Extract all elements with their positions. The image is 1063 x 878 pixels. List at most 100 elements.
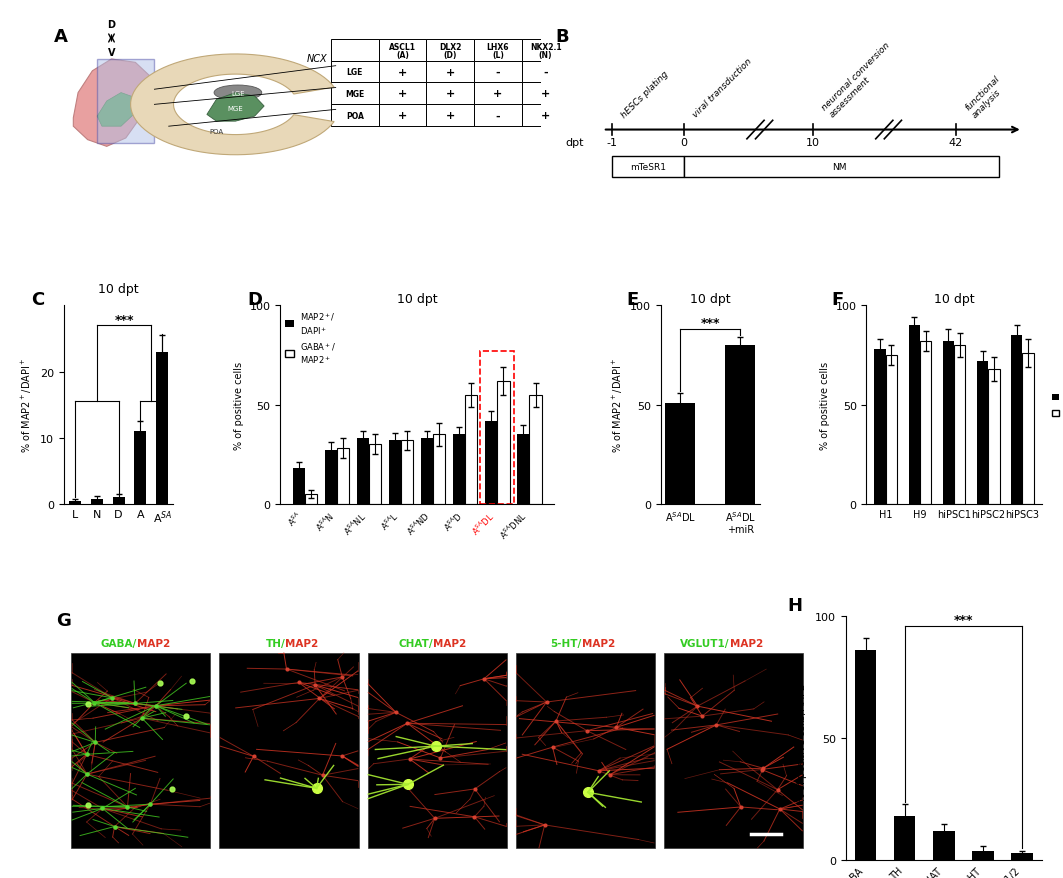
Bar [378,40,426,61]
Text: MAP2: MAP2 [581,638,614,648]
Bar [474,40,522,61]
Bar [426,105,474,127]
Text: NKX2.1: NKX2.1 [529,43,561,52]
Bar [1011,853,1033,860]
Text: F: F [831,291,844,308]
Bar [331,40,378,61]
Y-axis label: % of MAP2$^+$/DAPI$^+$: % of MAP2$^+$/DAPI$^+$ [20,357,34,453]
Bar [1023,354,1034,505]
Bar [453,435,466,505]
Title: 10 dpt: 10 dpt [690,293,730,306]
Text: 10: 10 [806,138,820,148]
Bar [955,346,965,505]
Text: NM: NM [831,162,846,172]
Text: +: + [541,112,551,121]
Bar [331,105,378,127]
Text: MGE: MGE [345,90,365,99]
Bar [516,653,655,848]
Legend: MAP2$^+$/DAPI$^+$, GABA$^+$/MAP2$^+$: MAP2$^+$/DAPI$^+$, GABA$^+$/MAP2$^+$ [1049,388,1063,422]
Legend: MAP2$^+$/
DAPI$^+$, GABA$^+$/
MAP2$^+$: MAP2$^+$/ DAPI$^+$, GABA$^+$/ MAP2$^+$ [285,310,337,367]
Bar [725,346,755,505]
Bar [522,105,570,127]
Bar [156,352,168,505]
Text: POA: POA [345,112,364,120]
Text: VGLUT1/: VGLUT1/ [680,638,729,648]
Text: TH/: TH/ [266,638,285,648]
Bar [426,40,474,61]
Bar [331,61,378,83]
Bar [331,83,378,105]
Text: (A): (A) [396,51,409,60]
Bar [663,653,803,848]
Bar [977,362,989,505]
Bar [855,651,876,860]
Bar [368,653,507,848]
Bar [522,61,570,83]
Text: A: A [54,28,68,46]
Text: CHAT/: CHAT/ [399,638,434,648]
Text: D: D [107,19,116,30]
Text: 42: 42 [949,138,963,148]
Bar [378,83,426,105]
Bar [480,352,514,505]
Text: DLX2: DLX2 [439,43,461,52]
Bar [292,469,305,505]
Bar [426,83,474,105]
Text: 5-HT/: 5-HT/ [551,638,581,648]
Title: 10 dpt: 10 dpt [933,293,975,306]
Text: +: + [445,68,455,77]
Bar [1011,335,1023,505]
Text: LHX6: LHX6 [487,43,509,52]
Polygon shape [207,93,264,122]
Bar [378,61,426,83]
Text: LGE: LGE [347,68,362,77]
Bar [522,83,570,105]
Bar [989,370,999,505]
Bar [474,61,522,83]
Bar [474,83,522,105]
Bar [875,349,885,505]
Bar [933,831,955,860]
Text: POA: POA [209,129,223,134]
Text: E: E [626,291,639,308]
Bar [529,395,542,505]
Text: B: B [555,28,569,46]
Text: -: - [543,68,547,77]
Bar [684,157,999,177]
Bar [401,441,414,505]
Polygon shape [97,93,135,127]
Text: MGE: MGE [227,105,243,112]
Bar [357,439,369,505]
Text: functional
analysis: functional analysis [963,74,1009,119]
Y-axis label: % of positive cells: % of positive cells [821,361,830,450]
Bar [612,157,684,177]
Y-axis label: % of positive cells: % of positive cells [234,361,243,450]
Text: MAP2: MAP2 [137,638,170,648]
Text: V: V [107,48,115,58]
Bar [973,851,994,860]
Bar [219,653,358,848]
Bar [389,441,401,505]
Text: +: + [398,112,407,121]
Text: ***: *** [954,614,973,627]
Text: hESCs plating: hESCs plating [620,69,670,119]
Bar [665,403,695,505]
Bar [69,501,81,505]
Text: neuronal conversion
assessment: neuronal conversion assessment [820,40,899,119]
Text: G: G [56,611,71,630]
Bar [71,653,210,848]
Bar [943,342,955,505]
Ellipse shape [214,86,261,101]
Bar [324,451,337,505]
Text: C: C [31,291,45,308]
Text: +: + [445,112,455,121]
Title: 10 dpt: 10 dpt [396,293,438,306]
Text: LGE: LGE [231,90,244,97]
Bar [369,445,382,505]
Text: (L): (L) [492,51,504,60]
Text: ASCL1: ASCL1 [389,43,416,52]
Bar [426,61,474,83]
Text: viral transduction: viral transduction [691,57,754,119]
Bar [134,432,147,505]
Text: (N): (N) [539,51,553,60]
